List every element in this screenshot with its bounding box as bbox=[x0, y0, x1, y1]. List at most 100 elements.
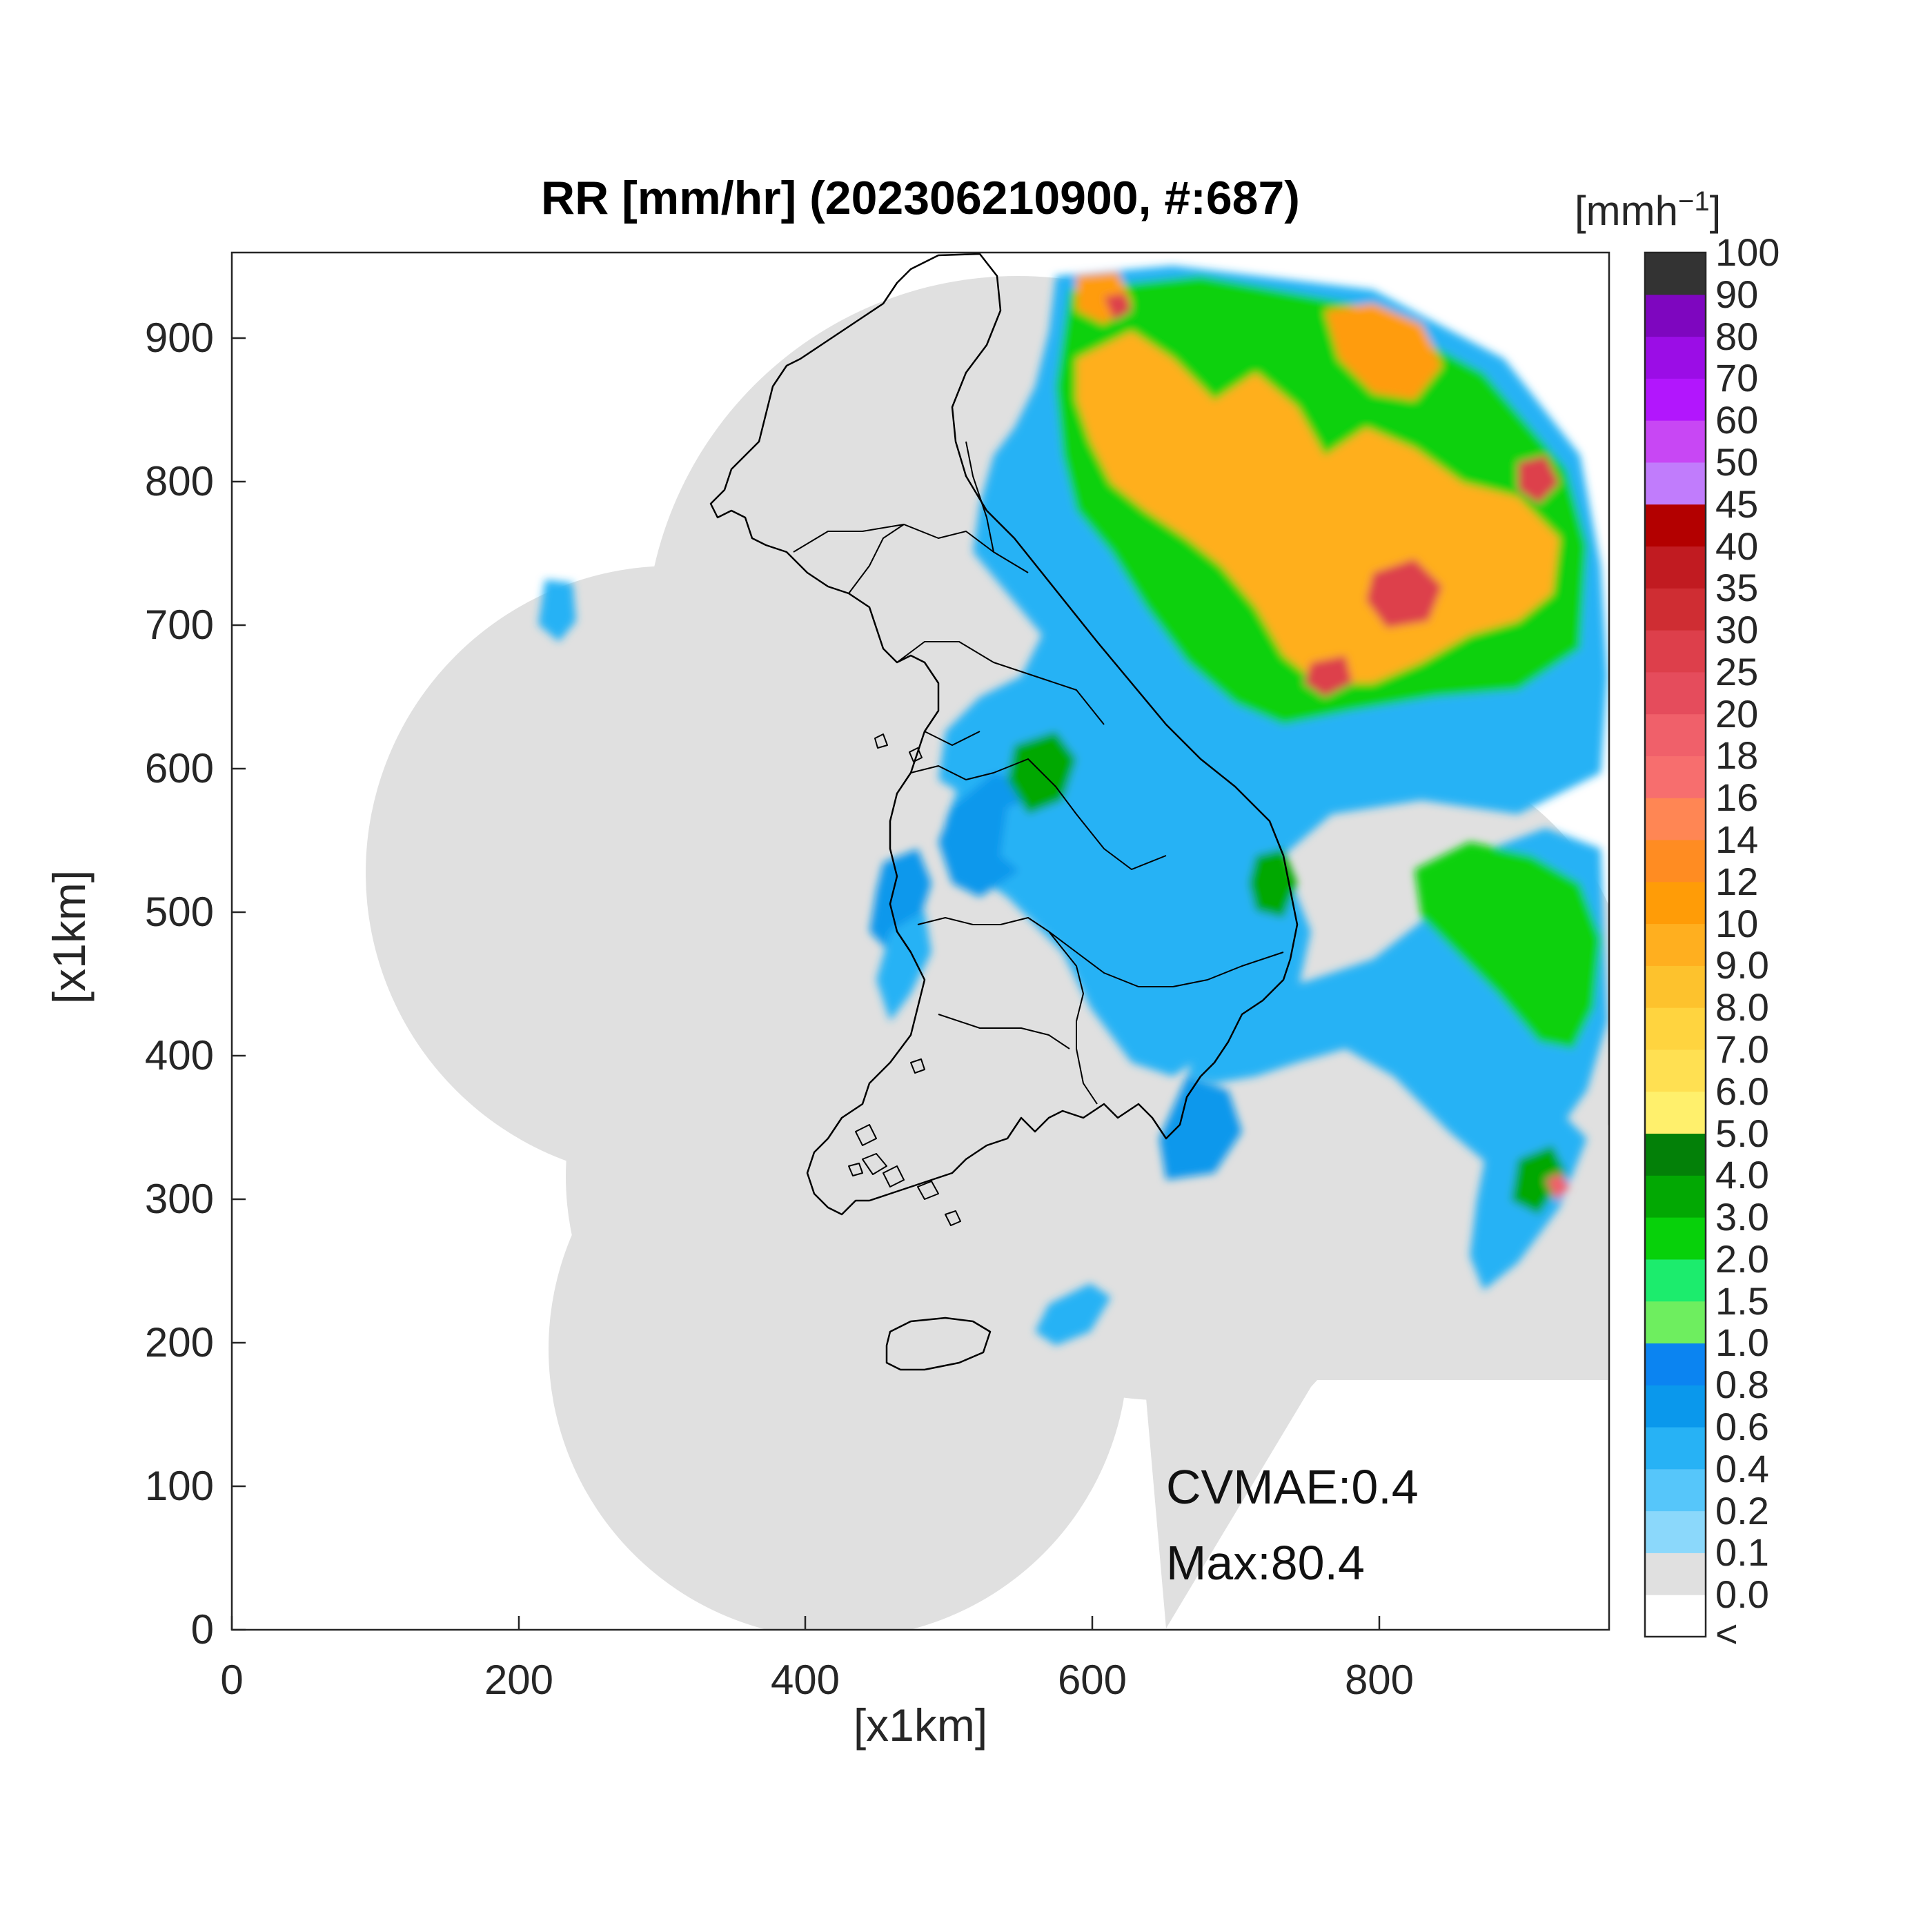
y-tick-label: 200 bbox=[144, 1319, 214, 1366]
colorbar-swatch bbox=[1645, 1133, 1706, 1176]
colorbar-tick-label: 7.0 bbox=[1715, 1027, 1769, 1071]
colorbar-tick-label: 30 bbox=[1715, 608, 1759, 652]
y-tick-label: 600 bbox=[144, 745, 214, 791]
colorbar-unit: [mmh−1] bbox=[1575, 186, 1721, 235]
colorbar-swatch bbox=[1645, 1049, 1706, 1092]
colorbar-swatch bbox=[1645, 923, 1706, 966]
colorbar-swatch bbox=[1645, 420, 1706, 463]
colorbar-swatch bbox=[1645, 965, 1706, 1008]
colorbar-tick-label: 80 bbox=[1715, 314, 1759, 358]
y-tick-label: 700 bbox=[144, 602, 214, 648]
colorbar-swatch bbox=[1645, 1259, 1706, 1302]
colorbar-unit-exponent: −1 bbox=[1678, 186, 1710, 217]
colorbar-tick-label: 9.0 bbox=[1715, 943, 1769, 987]
colorbar-tick-label: 12 bbox=[1715, 859, 1759, 903]
colorbar-swatch bbox=[1645, 1427, 1706, 1470]
colorbar-tick-label: 90 bbox=[1715, 272, 1759, 316]
y-tick-label: 900 bbox=[144, 315, 214, 361]
y-tick-label: 100 bbox=[144, 1463, 214, 1509]
y-tick-label: 400 bbox=[144, 1032, 214, 1078]
colorbar-swatch bbox=[1645, 504, 1706, 547]
colorbar-swatch bbox=[1645, 294, 1706, 337]
colorbar-swatch bbox=[1645, 462, 1706, 505]
colorbar-tick-label: 5.0 bbox=[1715, 1111, 1769, 1155]
precip-moderate-southeast bbox=[1414, 842, 1601, 1049]
colorbar-tick-label: 35 bbox=[1715, 566, 1759, 610]
colorbar-tick-label: 1.0 bbox=[1715, 1321, 1769, 1365]
colorbar-frame bbox=[1644, 251, 1707, 1638]
x-tick-label: 800 bbox=[1344, 1657, 1414, 1703]
colorbar-tick-label: 100 bbox=[1715, 230, 1780, 274]
precip-intense-se bbox=[1546, 1173, 1570, 1201]
colorbar-tick-label: 3.0 bbox=[1715, 1195, 1769, 1239]
colorbar-tick-label: 0.0 bbox=[1715, 1573, 1769, 1617]
colorbar-tick-label: 60 bbox=[1715, 398, 1759, 442]
y-tick-label: 0 bbox=[190, 1606, 214, 1653]
colorbar-tick-label: 16 bbox=[1715, 776, 1759, 820]
max-annotation: Max:80.4 bbox=[1166, 1536, 1365, 1590]
colorbar-swatch bbox=[1645, 1343, 1706, 1386]
colorbar-tick-label: 14 bbox=[1715, 818, 1759, 862]
korean-peninsula-coastline bbox=[709, 253, 1299, 1216]
colorbar-tick-label: 10 bbox=[1715, 901, 1759, 945]
colorbar-swatch bbox=[1645, 546, 1706, 589]
colorbar-swatch bbox=[1645, 1301, 1706, 1343]
colorbar-tick-label: 1.5 bbox=[1715, 1279, 1769, 1323]
colorbar-tick-label: 2.0 bbox=[1715, 1236, 1769, 1281]
precip-moderate-se-coast bbox=[1511, 1145, 1566, 1214]
colorbar-tick-label: < bbox=[1715, 1611, 1738, 1655]
colorbar-tick-label: 18 bbox=[1715, 733, 1759, 778]
colorbar-tick-label: 0.8 bbox=[1715, 1363, 1769, 1407]
precip-light-coast bbox=[876, 793, 1090, 1021]
colorbar-swatch bbox=[1645, 756, 1706, 798]
colorbar-unit-text: [mmh bbox=[1575, 188, 1678, 234]
precip-moderate-central bbox=[1007, 731, 1297, 918]
colorbar-tick-label: 70 bbox=[1715, 356, 1759, 400]
colorbar-swatch bbox=[1645, 630, 1706, 673]
y-tick-label: 800 bbox=[144, 458, 214, 504]
colorbar-tick-label: 20 bbox=[1715, 691, 1759, 736]
colorbar-swatch bbox=[1645, 378, 1706, 421]
colorbar-tick-label: 25 bbox=[1715, 649, 1759, 693]
colorbar-tick-label: 40 bbox=[1715, 524, 1759, 568]
colorbar-tick-label: 0.2 bbox=[1715, 1488, 1769, 1532]
cvmae-annotation: CVMAE:0.4 bbox=[1166, 1460, 1419, 1514]
colorbar-tick-label: 45 bbox=[1715, 482, 1759, 526]
plot-frame bbox=[230, 251, 1610, 1631]
colorbar-swatch bbox=[1645, 253, 1706, 295]
colorbar-tick-label: 8.0 bbox=[1715, 985, 1769, 1029]
figure-title: RR [mm/hr] (202306210900, #:687) bbox=[541, 172, 1300, 224]
x-tick-label: 0 bbox=[220, 1657, 244, 1703]
y-tick-label: 300 bbox=[144, 1176, 214, 1222]
y-tick-label: 500 bbox=[144, 889, 214, 935]
colorbar-tick-label: 0.1 bbox=[1715, 1530, 1769, 1575]
colorbar-swatch bbox=[1645, 1175, 1706, 1218]
y-axis-title: [x1km] bbox=[43, 869, 95, 1005]
colorbar bbox=[1645, 253, 1706, 1637]
colorbar-unit-close: ] bbox=[1709, 188, 1722, 234]
colorbar-swatch bbox=[1645, 1217, 1706, 1260]
precipitation-field bbox=[538, 266, 1608, 1346]
colorbar-swatch bbox=[1645, 1385, 1706, 1428]
precip-heavy-northeast bbox=[1076, 273, 1442, 400]
southwest-islands bbox=[848, 733, 961, 1226]
colorbar-tick-label: 0.6 bbox=[1715, 1405, 1769, 1449]
axis-ticks bbox=[230, 337, 1381, 1631]
colorbar-swatch bbox=[1645, 713, 1706, 756]
colorbar-swatch bbox=[1645, 1468, 1706, 1512]
colorbar-swatch bbox=[1645, 1091, 1706, 1134]
jeju-island bbox=[885, 1317, 992, 1371]
colorbar-swatch bbox=[1645, 798, 1706, 840]
coastline-outlines bbox=[709, 253, 1299, 1371]
colorbar-tick-label: 50 bbox=[1715, 440, 1759, 484]
colorbar-swatch bbox=[1645, 671, 1706, 715]
colorbar-swatch bbox=[1645, 840, 1706, 883]
colorbar-tick-label: 0.4 bbox=[1715, 1446, 1769, 1490]
province-boundaries bbox=[793, 441, 1284, 1105]
precip-light-east-coast bbox=[1159, 1076, 1242, 1180]
colorbar-swatch bbox=[1645, 881, 1706, 925]
colorbar-swatch bbox=[1645, 1595, 1706, 1637]
colorbar-tick-label: 6.0 bbox=[1715, 1069, 1769, 1113]
